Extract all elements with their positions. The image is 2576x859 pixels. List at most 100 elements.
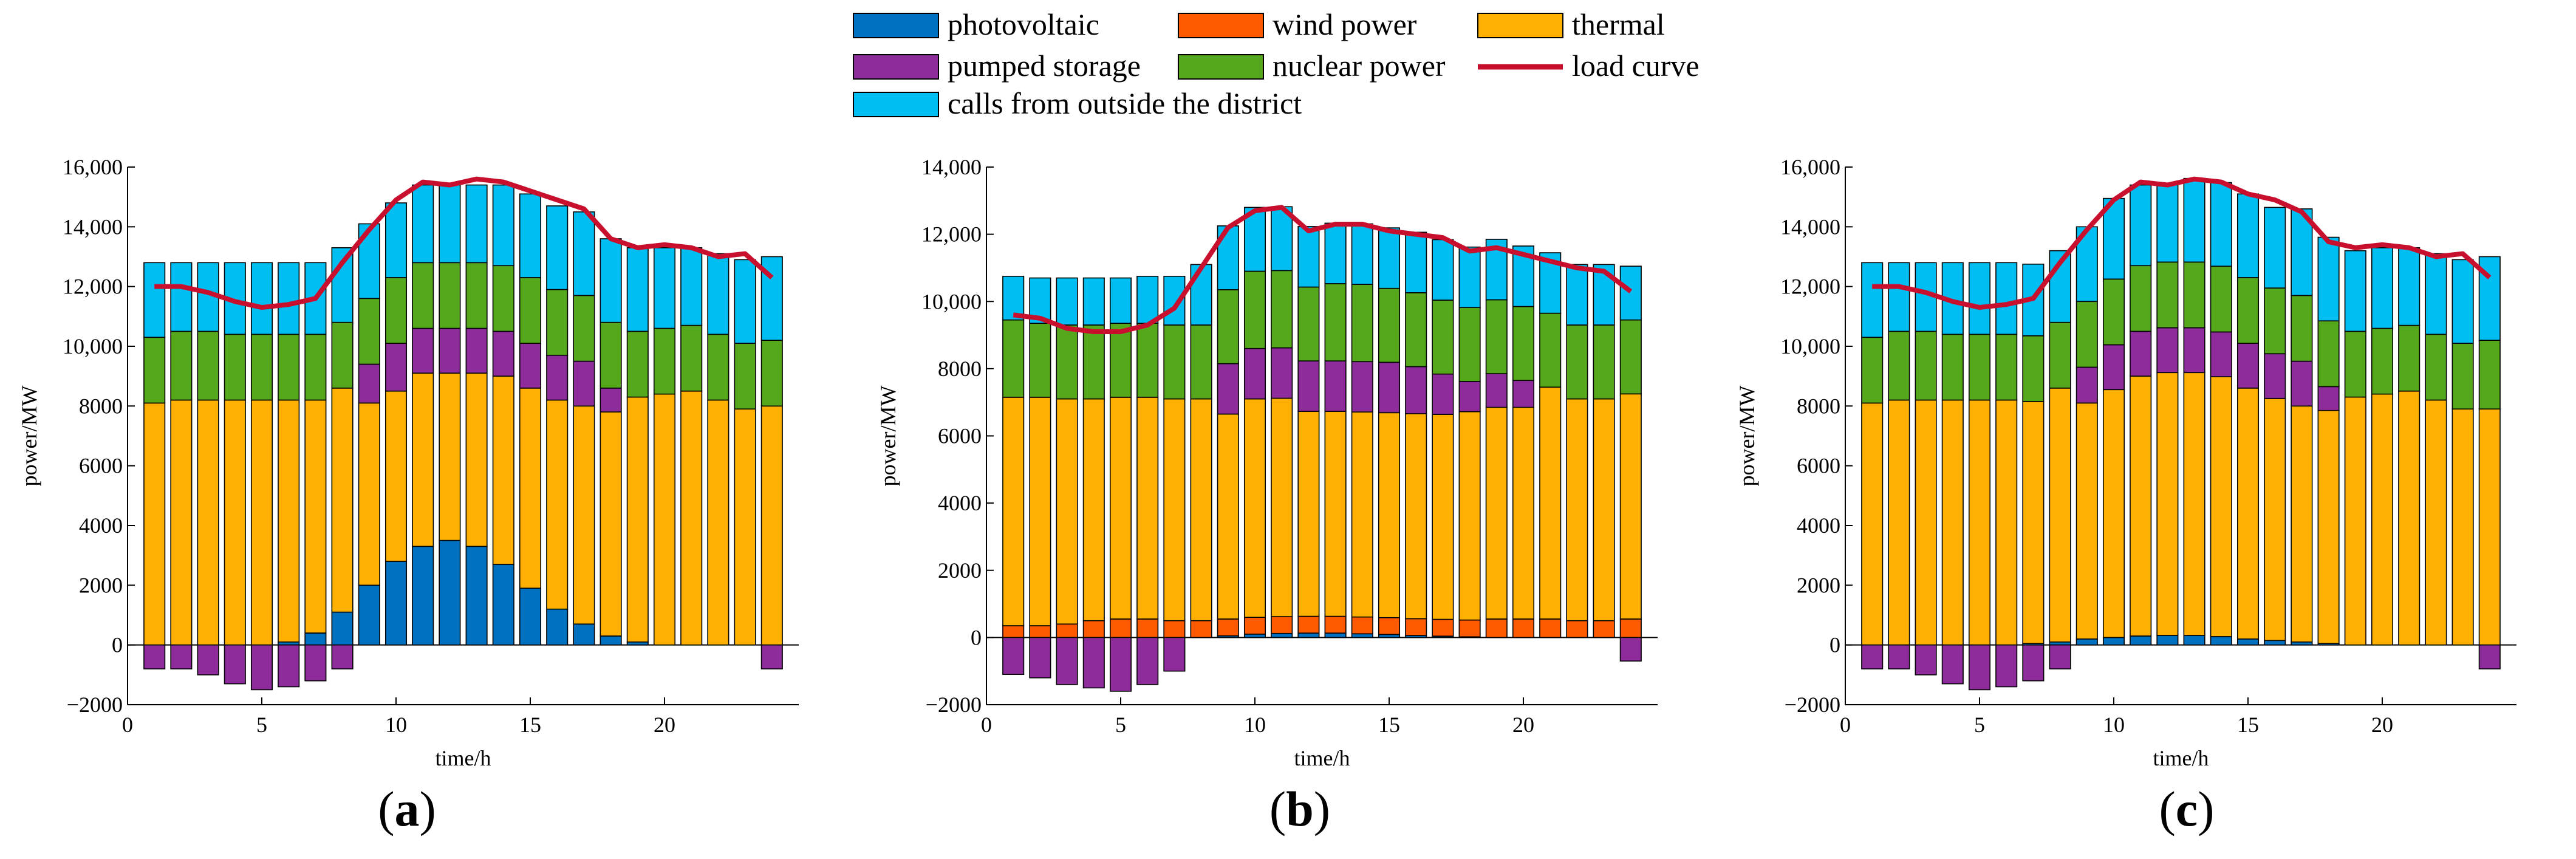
bar-thermal — [2130, 375, 2152, 637]
bar-thermal — [465, 372, 488, 547]
bar-pumped — [2210, 331, 2232, 377]
bar-thermal — [492, 375, 514, 565]
bar-thermal — [626, 396, 649, 643]
bar-pumped — [2183, 327, 2205, 374]
y-tick-label: 4000 — [938, 491, 982, 515]
y-tick-label: 0 — [112, 633, 123, 657]
bar-nuclear — [1512, 306, 1535, 382]
bar-pumped — [2317, 386, 2340, 411]
bar-nuclear — [1566, 324, 1588, 400]
bar-thermal — [2451, 408, 2474, 646]
y-tick-label: 4000 — [1797, 513, 1840, 538]
bar-nuclear — [519, 277, 542, 344]
bar-pumped — [170, 644, 193, 669]
panel-label-b: (b) — [1269, 781, 1331, 837]
bar-nuclear — [358, 298, 380, 365]
bar-thermal — [2049, 388, 2071, 643]
bar-thermal — [170, 399, 193, 646]
bar-calls — [573, 211, 595, 296]
y-tick-label: 10,000 — [1780, 334, 1840, 358]
bar-pumped — [1056, 637, 1078, 685]
bar-thermal — [573, 405, 595, 625]
bar-nuclear — [304, 334, 327, 401]
bar-calls — [250, 262, 273, 335]
bar-thermal — [2371, 393, 2394, 646]
bar-wind — [1593, 620, 1615, 638]
bar-pumped — [2022, 644, 2045, 682]
bar-nuclear — [439, 262, 461, 329]
bar-thermal — [2102, 389, 2125, 638]
bar-thermal — [1136, 397, 1159, 620]
bar-nuclear — [1485, 299, 1508, 374]
bar-calls — [1324, 222, 1347, 284]
bar-wind — [1619, 618, 1642, 638]
x-tick-label: 5 — [256, 713, 267, 737]
bar-thermal — [1485, 406, 1508, 620]
bar-thermal — [358, 402, 380, 586]
bar-calls — [2183, 177, 2205, 263]
bar-thermal — [2236, 388, 2260, 640]
bar-calls — [170, 262, 193, 332]
bar-calls — [2398, 247, 2421, 326]
bar-calls — [1405, 231, 1427, 293]
bar-nuclear — [1405, 292, 1427, 368]
legend-label-nuclear: nuclear power — [1273, 49, 1446, 83]
bar-pumped — [143, 644, 166, 669]
bar-calls — [1243, 207, 1266, 272]
bar-wind — [1190, 620, 1212, 638]
bar-nuclear — [1968, 334, 1991, 401]
y-tick-label: 0 — [1830, 633, 1840, 657]
bar-calls — [465, 184, 488, 264]
bar-thermal — [1324, 411, 1347, 617]
bar-pumped — [304, 644, 327, 682]
bar-nuclear — [170, 330, 193, 401]
bar-pumped — [1297, 360, 1320, 412]
bar-thermal — [2478, 408, 2501, 646]
y-tick-label: 0 — [971, 625, 982, 649]
bar-nuclear — [2156, 261, 2179, 329]
bar-nuclear — [1995, 334, 2018, 401]
bar-pumped — [439, 327, 461, 374]
bar-nuclear — [1619, 319, 1642, 395]
bar-thermal — [2210, 376, 2232, 637]
bar-nuclear — [2130, 265, 2152, 332]
bar-calls — [384, 202, 408, 278]
panel-label-a: (a) — [378, 781, 436, 837]
legend-label-pumped: pumped storage — [948, 49, 1141, 83]
legend-label-thermal: thermal — [1572, 7, 1665, 41]
bar-calls — [1995, 262, 2018, 335]
bar-pumped — [2075, 366, 2098, 404]
bar-thermal — [2075, 402, 2098, 640]
bar-wind — [1351, 616, 1373, 635]
y-tick-label: 12,000 — [921, 222, 982, 247]
x-tick-label: 0 — [981, 713, 992, 737]
bar-thermal — [2425, 399, 2447, 646]
bar-nuclear — [1458, 307, 1481, 382]
bar-calls — [2344, 250, 2366, 332]
x-tick-label: 10 — [2103, 713, 2125, 737]
bar-nuclear — [1539, 312, 1562, 388]
bar-calls — [412, 184, 434, 264]
bar-calls — [439, 184, 461, 264]
bar-thermal — [331, 388, 354, 613]
bar-nuclear — [250, 334, 273, 401]
bar-calls — [546, 205, 569, 290]
bar-pumped — [1968, 644, 1991, 691]
bar-nuclear — [1271, 270, 1293, 349]
bar-nuclear — [1163, 324, 1186, 400]
bar-thermal — [1163, 398, 1186, 621]
bar-pv — [546, 608, 569, 646]
legend-swatch-calls — [853, 92, 939, 117]
bar-nuclear — [1593, 324, 1615, 400]
bar-thermal — [2344, 396, 2366, 646]
bar-thermal — [1566, 398, 1588, 621]
bar-pumped — [1217, 363, 1239, 415]
load-curve-line — [154, 176, 774, 310]
bar-nuclear — [1217, 289, 1239, 364]
legend-swatch-nuclear — [1178, 54, 1264, 80]
bar-calls — [1458, 246, 1481, 309]
bar-pv — [304, 632, 327, 646]
y-tick-label: 2000 — [938, 558, 982, 583]
bar-pumped — [1082, 637, 1105, 689]
bar-calls — [1190, 264, 1212, 326]
